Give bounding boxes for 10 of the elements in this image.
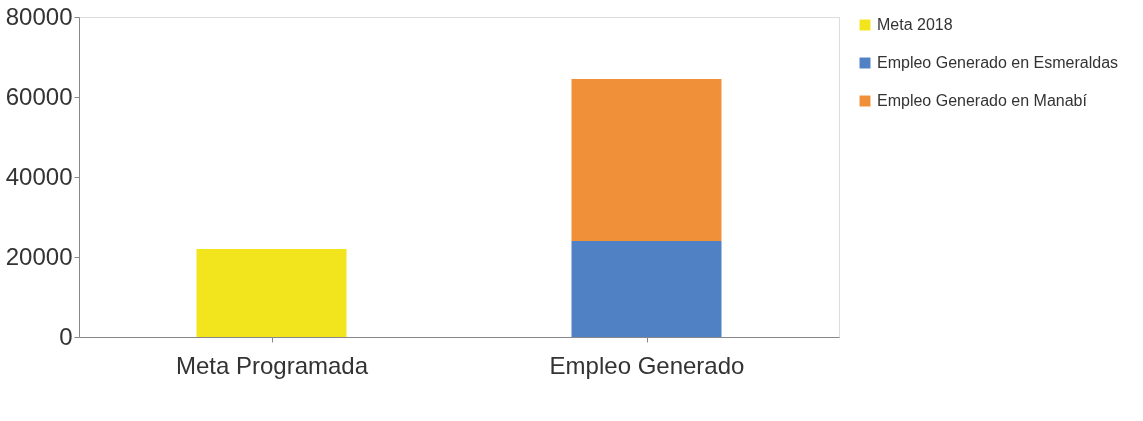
y-tick-label: 40000 <box>5 162 73 190</box>
x-tick-label: Empleo Generado <box>549 351 745 379</box>
legend-label: Empleo Generado en Esmeraldas <box>877 54 1119 71</box>
y-tick-label: 0 <box>59 322 73 350</box>
legend-label: Meta 2018 <box>877 16 953 33</box>
y-tick-label: 80000 <box>5 2 73 30</box>
x-tick-label: Meta Programada <box>175 351 369 379</box>
y-tick-label: 60000 <box>5 82 73 110</box>
y-tick-label: 20000 <box>5 242 73 270</box>
legend-label: Empleo Generado en Manabí <box>877 92 1088 109</box>
